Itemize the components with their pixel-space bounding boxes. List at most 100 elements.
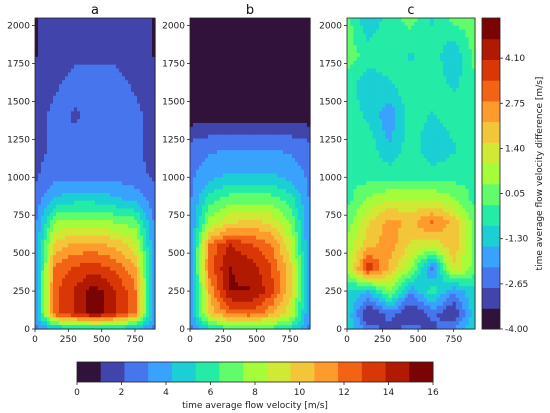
contour-cell xyxy=(259,80,263,85)
contour-cell xyxy=(214,103,218,109)
contour-cell xyxy=(77,154,81,159)
contour-cell xyxy=(143,154,147,159)
contour-cell xyxy=(98,220,102,225)
contour-cell xyxy=(125,37,129,42)
contour-cell xyxy=(143,185,147,190)
contour-cell xyxy=(50,294,54,299)
contour-cell xyxy=(110,169,114,175)
contour-cell xyxy=(220,45,224,50)
contour-cell xyxy=(101,126,105,132)
contour-cell xyxy=(35,60,39,66)
contour-cell xyxy=(229,126,233,132)
contour-cell xyxy=(253,126,257,132)
contour-cell xyxy=(74,321,78,326)
contour-cell xyxy=(304,21,308,27)
contour-cell xyxy=(226,185,230,190)
contour-cell xyxy=(38,301,42,307)
contour-cell xyxy=(304,107,308,112)
contour-cell xyxy=(50,111,54,116)
contour-cell xyxy=(68,185,72,190)
contour-cell xyxy=(226,95,230,101)
contour-cell xyxy=(110,154,114,159)
contour-cell xyxy=(152,150,156,155)
contour-cell xyxy=(50,189,54,194)
contour-cell xyxy=(113,56,117,62)
contour-cell xyxy=(217,33,221,39)
contour-cell xyxy=(86,208,90,213)
contour-cell xyxy=(95,325,99,330)
contour-cell xyxy=(77,29,81,35)
contour-cell xyxy=(307,130,311,136)
contour-cell xyxy=(83,270,87,276)
contour-cell xyxy=(202,173,206,178)
contour-cell xyxy=(38,196,42,202)
contour-cell xyxy=(235,146,239,151)
contour-cell xyxy=(119,60,123,66)
contour-cell xyxy=(62,321,66,326)
contour-cell xyxy=(134,278,138,283)
contour-cell xyxy=(83,80,87,85)
contour-cell xyxy=(307,103,311,109)
contour-cell xyxy=(116,18,120,23)
contour-cell xyxy=(152,243,156,248)
contour-cell xyxy=(223,169,227,175)
contour-cell xyxy=(190,49,194,54)
contour-cell xyxy=(80,321,84,326)
contour-cell xyxy=(68,134,72,140)
contour-cell xyxy=(71,301,75,307)
contour-cell xyxy=(80,270,84,276)
contour-cell xyxy=(217,60,221,66)
contour-cell xyxy=(214,41,218,46)
contour-cell xyxy=(125,95,129,101)
contour-cell xyxy=(149,45,153,50)
contour-cell xyxy=(265,157,269,163)
contour-cell xyxy=(47,262,51,268)
contour-cell xyxy=(196,115,200,120)
contour-cell xyxy=(41,243,45,248)
contour-cell xyxy=(110,138,114,143)
contour-cell xyxy=(149,68,153,74)
contour-cell xyxy=(283,60,287,66)
contour-cell xyxy=(208,122,212,128)
contour-cell xyxy=(202,165,206,171)
contour-cell xyxy=(232,161,236,167)
contour-cell xyxy=(80,154,84,159)
contour-cell xyxy=(262,181,266,186)
contour-cell xyxy=(95,91,99,97)
contour-cell xyxy=(110,161,114,167)
contour-cell xyxy=(119,247,123,252)
contour-cell xyxy=(256,76,260,81)
contour-cell xyxy=(259,177,263,182)
contour-cell xyxy=(137,68,141,74)
contour-cell xyxy=(280,185,284,190)
contour-cell xyxy=(125,49,129,54)
contour-cell xyxy=(113,227,117,233)
contour-cell xyxy=(202,76,206,81)
contour-cell xyxy=(253,185,257,190)
contour-cell xyxy=(238,49,242,54)
contour-cell xyxy=(140,154,144,159)
contour-cell xyxy=(128,25,132,31)
contour-cell xyxy=(208,18,212,23)
contour-cell xyxy=(53,169,57,175)
contour-cell xyxy=(238,111,242,116)
contour-cell xyxy=(53,91,57,97)
contour-cell xyxy=(104,192,108,198)
contour-cell xyxy=(53,33,57,39)
contour-cell xyxy=(122,119,126,124)
contour-cell xyxy=(83,29,87,35)
contour-cell xyxy=(71,60,75,66)
contour-cell xyxy=(80,107,84,112)
contour-cell xyxy=(38,321,42,326)
contour-cell xyxy=(247,146,251,151)
contour-cell xyxy=(152,146,156,151)
contour-cell xyxy=(125,294,129,299)
contour-cell xyxy=(74,72,78,77)
contour-cell xyxy=(62,103,66,109)
contour-cell xyxy=(65,99,69,105)
contour-cell xyxy=(152,177,156,182)
contour-cell xyxy=(56,317,60,322)
contour-cell xyxy=(113,294,117,299)
contour-cell xyxy=(44,297,48,303)
contour-cell xyxy=(62,115,66,120)
